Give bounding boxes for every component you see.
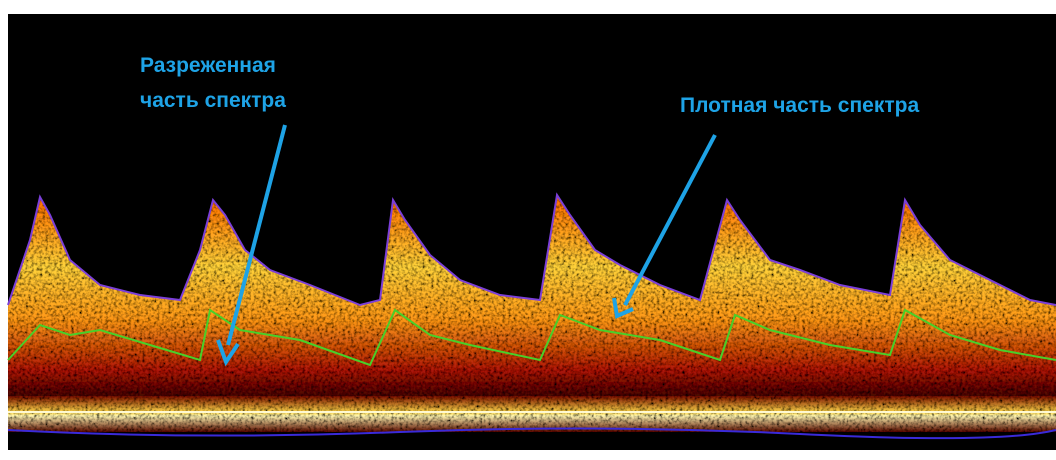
annotation-sparse-line-1: Разреженная (140, 54, 276, 77)
lower-envelope (7, 427, 1056, 440)
annotation-sparse-line-2: часть спектра (140, 89, 286, 112)
mean-velocity-line (7, 308, 1056, 367)
annotation-dense: Плотная часть спектра (680, 94, 919, 117)
baseline-band (8, 396, 1056, 432)
spectrum-fill (8, 195, 1056, 400)
arrow-sparse (226, 124, 287, 346)
envelope-line (7, 192, 1056, 307)
arrowhead-sparse (216, 339, 240, 367)
arrowhead-dense (612, 297, 634, 319)
arrow-dense (623, 134, 717, 306)
arrows (216, 124, 717, 367)
